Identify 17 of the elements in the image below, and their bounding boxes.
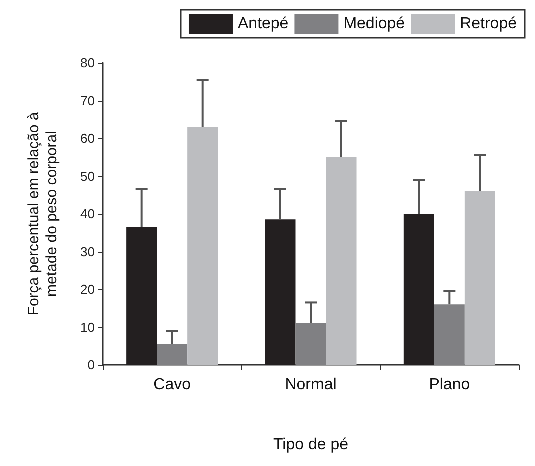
y-tick-label: 10 xyxy=(80,320,95,335)
y-tick-label: 20 xyxy=(80,282,95,297)
y-tick-label: 80 xyxy=(80,56,95,70)
x-axis-title: Tipo de pé xyxy=(273,436,349,454)
y-tick-label: 0 xyxy=(88,358,95,372)
x-tick-label: Normal xyxy=(285,376,337,394)
y-tick-label: 70 xyxy=(80,93,95,108)
y-axis-title: Força percentual em relação à metade do peso corporal xyxy=(26,112,60,316)
x-tick-label: Cavo xyxy=(154,376,192,394)
y-tick-label: 30 xyxy=(80,244,95,260)
legend-label: Antepé xyxy=(238,16,289,32)
y-tick-label: 50 xyxy=(80,168,95,184)
y-tick-label: 40 xyxy=(80,206,95,222)
x-tick-label: Plano xyxy=(429,376,470,394)
y-tick-label: 60 xyxy=(80,131,95,146)
legend-label: Mediopé xyxy=(344,16,406,32)
legend-label: Retropé xyxy=(460,16,518,32)
